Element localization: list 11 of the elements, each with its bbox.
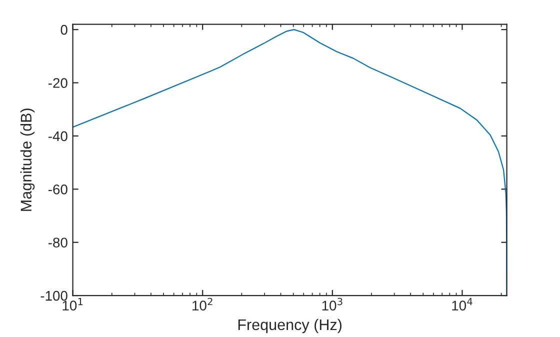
y-axis-title: Magnitude (dB) <box>20 108 35 211</box>
x-tick-label: 10$^{2}$ <box>192 298 212 311</box>
y-tick-label: -100 <box>40 290 68 301</box>
x-tick-label: 10$^{3}$ <box>322 298 342 311</box>
y-tick-label: -80 <box>48 238 68 248</box>
y-tick-label: -40 <box>48 131 68 142</box>
y-tick-label: 0 <box>60 24 68 35</box>
x-axis-title: Frequency (Hz) <box>238 318 342 334</box>
x-tick-label: 10$^{4}$ <box>452 298 472 311</box>
y-tick-label: -20 <box>48 78 68 88</box>
y-tick-label: -60 <box>48 184 68 194</box>
